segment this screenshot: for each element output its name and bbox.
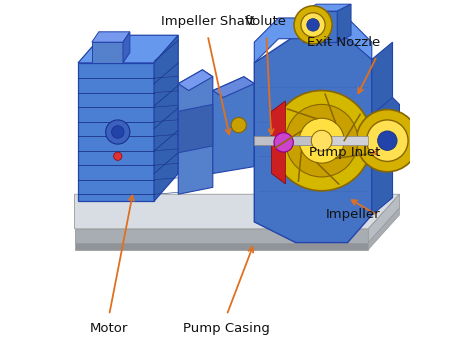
Polygon shape xyxy=(213,77,254,98)
Polygon shape xyxy=(213,77,254,174)
Polygon shape xyxy=(74,229,368,243)
Text: Volute: Volute xyxy=(246,15,287,28)
Circle shape xyxy=(106,120,130,144)
Polygon shape xyxy=(372,42,392,215)
Polygon shape xyxy=(272,101,285,184)
Polygon shape xyxy=(92,42,123,63)
Circle shape xyxy=(366,120,408,161)
Text: Pump Inlet: Pump Inlet xyxy=(309,146,381,159)
Text: Impeller: Impeller xyxy=(326,209,381,221)
Polygon shape xyxy=(254,136,322,145)
Circle shape xyxy=(274,133,293,152)
Circle shape xyxy=(378,131,397,150)
Polygon shape xyxy=(154,35,178,201)
Circle shape xyxy=(311,130,332,151)
Polygon shape xyxy=(368,194,400,243)
Text: Impeller Shaft: Impeller Shaft xyxy=(161,15,255,28)
Polygon shape xyxy=(322,136,368,145)
Circle shape xyxy=(111,126,124,138)
Polygon shape xyxy=(74,194,400,229)
Polygon shape xyxy=(303,11,337,42)
Polygon shape xyxy=(303,4,351,11)
Polygon shape xyxy=(368,208,400,249)
Circle shape xyxy=(285,104,358,177)
Circle shape xyxy=(231,118,246,133)
Circle shape xyxy=(294,6,332,44)
Circle shape xyxy=(307,19,319,31)
Polygon shape xyxy=(92,32,130,42)
Polygon shape xyxy=(178,70,213,194)
Polygon shape xyxy=(337,4,351,42)
Text: Exit Nozzle: Exit Nozzle xyxy=(307,36,381,49)
Polygon shape xyxy=(178,104,213,153)
Text: Motor: Motor xyxy=(90,322,128,335)
Circle shape xyxy=(272,91,372,191)
Polygon shape xyxy=(254,35,372,243)
Circle shape xyxy=(301,13,325,37)
Polygon shape xyxy=(254,18,372,63)
Text: Pump Casing: Pump Casing xyxy=(183,322,270,335)
Polygon shape xyxy=(78,63,154,201)
Circle shape xyxy=(114,152,122,160)
Polygon shape xyxy=(74,243,368,249)
Polygon shape xyxy=(178,70,213,91)
Polygon shape xyxy=(123,32,130,63)
Polygon shape xyxy=(372,98,400,163)
Circle shape xyxy=(356,110,419,172)
Circle shape xyxy=(299,118,344,163)
Polygon shape xyxy=(78,35,178,63)
